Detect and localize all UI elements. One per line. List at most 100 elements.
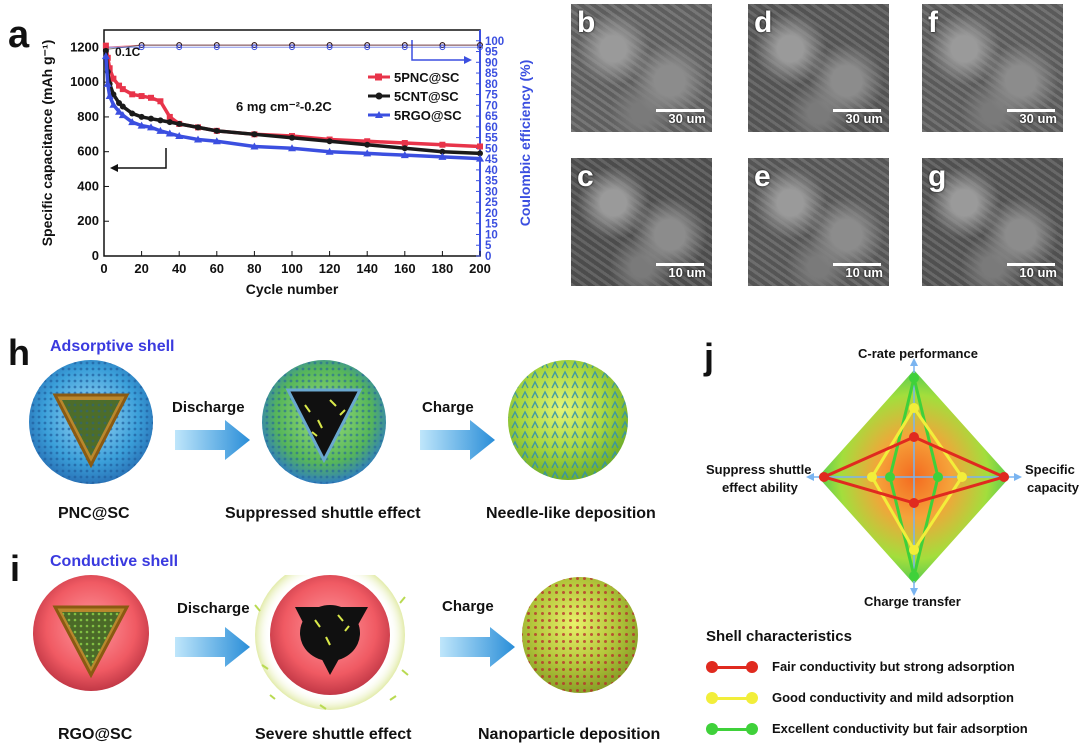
data-point	[157, 98, 164, 105]
data-point	[102, 47, 109, 54]
data-point	[194, 135, 202, 143]
y2-tick-label: 60	[485, 122, 498, 134]
legend-text: Fair conductivity but strong adsorption	[772, 659, 1015, 674]
x-tick-label: 200	[469, 261, 491, 276]
data-point	[213, 127, 220, 134]
data-point	[175, 132, 184, 140]
ce-point	[326, 44, 333, 51]
data-point	[148, 115, 154, 122]
x-tick-label: 120	[319, 261, 341, 276]
data-point	[115, 107, 124, 115]
y2-tick-label: 100	[485, 36, 504, 48]
y2-tick-label: 5	[485, 240, 492, 252]
pnc-sc-sphere	[29, 360, 153, 484]
ce-point	[213, 44, 220, 51]
data-point	[250, 142, 259, 150]
sem-image-f: f 30 um	[922, 4, 1063, 132]
y2-tick-label: 20	[485, 208, 498, 220]
left-axis-arrowhead	[110, 164, 118, 172]
nanoparticle-deposition-sphere	[522, 577, 638, 693]
legend-title: Shell characteristics	[706, 628, 852, 645]
data-point	[119, 103, 126, 110]
suppressed-shuttle-sphere	[262, 360, 386, 484]
data-point	[128, 118, 137, 126]
radar-axis-right-2: capacity	[1027, 480, 1080, 495]
ce-point	[401, 44, 408, 51]
data-point	[110, 75, 117, 82]
data-point	[165, 129, 174, 137]
legend-swatch	[708, 728, 754, 731]
data-point	[166, 113, 173, 120]
scale-bar-label: 10 um	[668, 265, 706, 280]
scale-bar-label: 10 um	[845, 265, 883, 280]
panel-label-h: h	[8, 332, 30, 373]
data-point	[251, 131, 258, 138]
y2-tick-label: 30	[485, 186, 498, 198]
x-tick-label: 80	[247, 261, 261, 276]
data-point	[157, 117, 164, 124]
y2-tick-label: 35	[485, 176, 498, 188]
sem-panel-letter: g	[928, 160, 947, 193]
h-discharge-label: Discharge	[172, 399, 245, 416]
y2-axis-label: Coulombic efficiency (%)	[517, 60, 533, 226]
data-point	[103, 79, 112, 87]
scale-bar	[1007, 109, 1055, 112]
charge-arrow-i	[440, 627, 515, 667]
data-point	[102, 42, 109, 49]
discharge-arrow	[175, 420, 250, 460]
x-axis-label: Cycle number	[246, 281, 339, 297]
y2-tick-label: 55	[485, 133, 498, 145]
data-point	[477, 143, 483, 150]
legend-swatch	[708, 697, 754, 700]
y-tick-label: 1200	[70, 39, 99, 54]
data-point	[212, 137, 221, 145]
rate-annotation: 0.1C	[115, 45, 141, 59]
legend-marker	[375, 111, 383, 118]
radar-axis-right-1: Specific	[1025, 462, 1075, 477]
data-point	[401, 145, 408, 152]
y-tick-label: 200	[77, 213, 99, 228]
shell-characteristics-radar	[806, 358, 1022, 596]
sem-panel-letter: d	[754, 6, 773, 39]
legend-label: 5RGO@SC	[394, 108, 462, 123]
h-caption-pnc: PNC@SC	[58, 505, 130, 522]
adsorptive-shell-schematic	[29, 360, 628, 484]
data-point	[110, 91, 117, 98]
x-tick-label: 180	[432, 261, 454, 276]
data-point	[119, 86, 126, 93]
data-point	[326, 138, 333, 145]
data-point	[105, 92, 114, 100]
y2-tick-label: 65	[485, 111, 498, 123]
data-point	[138, 113, 145, 120]
condition-annotation: 6 mg cm⁻²-0.2C	[236, 99, 332, 114]
ce-point	[477, 44, 483, 51]
data-point	[363, 149, 372, 157]
x-tick-label: 0	[100, 261, 107, 276]
scale-bar-label: 30 um	[845, 111, 883, 126]
data-point	[116, 100, 123, 107]
ce-point	[439, 44, 446, 51]
data-point	[137, 121, 146, 129]
y2-tick-label: 15	[485, 219, 498, 231]
scale-bar	[656, 109, 704, 112]
legend-swatch	[708, 666, 754, 669]
y2-tick-label: 25	[485, 197, 498, 209]
sem-image-g: g 10 um	[922, 158, 1063, 286]
data-point	[176, 120, 183, 127]
data-point	[364, 141, 371, 148]
panel-label-j: j	[704, 336, 715, 377]
sem-panel-letter: f	[928, 6, 938, 39]
data-point	[439, 148, 446, 155]
panel-label-a: a	[8, 14, 30, 56]
ce-point	[176, 44, 183, 51]
scale-bar	[1007, 263, 1055, 266]
scale-bar	[833, 109, 881, 112]
y-tick-label: 400	[77, 178, 99, 193]
radar-axis-left-2: effect ability	[722, 480, 798, 495]
data-point	[289, 134, 295, 141]
y-tick-label: 1000	[70, 74, 99, 89]
y2-tick-label: 45	[485, 154, 498, 166]
x-tick-label: 100	[281, 261, 303, 276]
x-tick-label: 40	[172, 261, 186, 276]
capacity-cycling-chart: Cycle number Specific capacitance (mAh g⁻…	[39, 29, 533, 297]
